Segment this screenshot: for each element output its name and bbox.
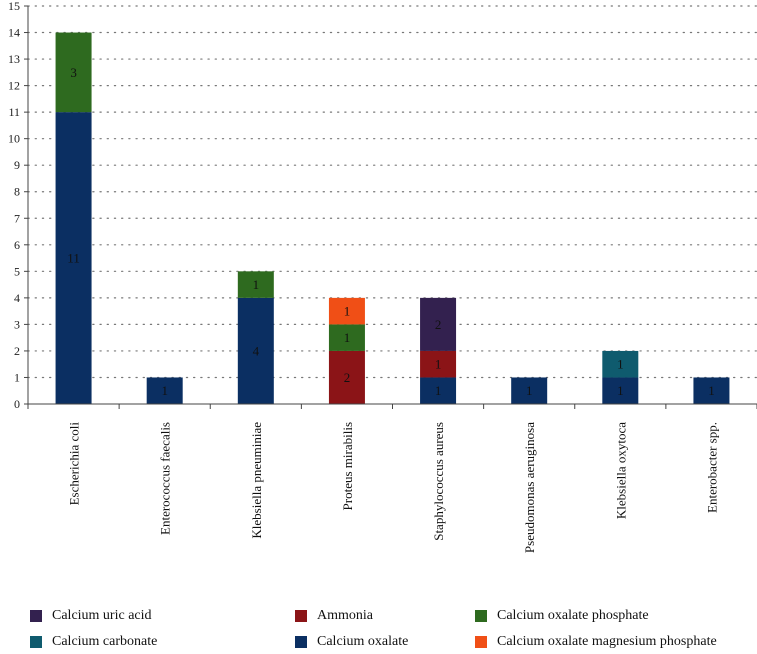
x-category-label: Enterococcus faecalis (158, 422, 173, 535)
legend-swatch (295, 636, 307, 648)
legend-label: Calcium oxalate (317, 634, 409, 649)
legend-item-ammonia: Ammonia (295, 608, 373, 624)
bar-segment (328, 350, 365, 404)
bar-segment (602, 350, 639, 378)
y-tick-label: 10 (8, 132, 20, 146)
y-tick-label: 13 (8, 52, 20, 66)
y-tick-label: 7 (14, 211, 20, 225)
bar-segment (328, 324, 365, 351)
y-tick-label: 0 (14, 397, 20, 411)
y-tick-label: 5 (14, 264, 20, 278)
legend-item-calcium-uric-acid: Calcium uric acid (30, 608, 152, 624)
y-tick-label: 14 (8, 26, 20, 40)
legend-label: Calcium oxalate magnesium phosphate (497, 634, 717, 649)
bar-segment (237, 297, 274, 404)
bar-segment (420, 297, 457, 351)
x-category-label: Klebsiella pneuminiae (249, 422, 264, 539)
legend-item-calcium-oxalate: Calcium oxalate (295, 634, 408, 650)
x-category-labels: Escherichia coli Enterococcus faecalis Kle… (67, 422, 720, 553)
data-label: 1 (161, 383, 168, 398)
bar-segment (55, 112, 92, 404)
x-category-label: Proteus mirabilis (340, 422, 355, 510)
y-tick-label: 8 (14, 185, 20, 199)
data-label: 1 (344, 330, 351, 345)
bar-segment (328, 297, 365, 325)
data-label: 1 (435, 357, 442, 372)
bar-segment (420, 350, 457, 378)
bar-segment (237, 271, 274, 298)
legend-label: Calcium carbonate (52, 634, 158, 649)
legend-swatch (475, 610, 487, 622)
legend-label: Ammonia (317, 608, 373, 623)
y-tick-label: 15 (8, 0, 20, 13)
data-label: 1 (344, 304, 351, 319)
y-tick-label: 1 (14, 370, 20, 384)
y-tick-label: 12 (8, 79, 20, 93)
legend-swatch (475, 636, 487, 648)
gridlines (27, 5, 757, 379)
x-category-label: Pseudomonas aeruginosa (522, 422, 537, 553)
data-label: 1 (253, 277, 260, 292)
bar-segment (511, 377, 548, 404)
y-tick-label: 6 (14, 238, 20, 252)
data-label: 2 (435, 317, 442, 332)
y-tick-label: 2 (14, 344, 20, 358)
data-label: 1 (617, 383, 624, 398)
legend-label: Calcium oxalate phosphate (497, 608, 649, 623)
y-tick-label: 11 (8, 105, 20, 119)
legend: Calcium uric acid Ammonia Calcium oxalat… (0, 600, 757, 654)
legend-item-calcium-carbonate: Calcium carbonate (30, 634, 157, 650)
data-label: 1 (435, 383, 442, 398)
y-tick-label: 4 (14, 291, 20, 305)
x-category-label: Klebsiella oxytoca (613, 422, 628, 519)
data-label: 1 (526, 383, 533, 398)
y-tick-label: 3 (14, 317, 20, 331)
data-label: 3 (70, 65, 77, 80)
x-category-label: Enterobacter spp. (704, 422, 719, 513)
legend-item-calcium-oxalate-magnesium-phosphate: Calcium oxalate magnesium phosphate (475, 634, 717, 650)
legend-swatch (295, 610, 307, 622)
x-category-label: Staphylococcus aureus (431, 422, 446, 541)
data-label: 1 (617, 357, 624, 372)
data-label: 2 (344, 370, 351, 385)
bar-segments (55, 32, 730, 404)
legend-swatch (30, 610, 42, 622)
bar-segment (55, 32, 92, 113)
legend-swatch (30, 636, 42, 648)
bar-segment (693, 377, 730, 404)
bar-segment (602, 377, 639, 404)
data-label: 4 (253, 343, 260, 358)
legend-label: Calcium uric acid (52, 608, 152, 623)
y-tick-label: 9 (14, 158, 20, 172)
bar-segment (146, 377, 183, 404)
legend-item-calcium-oxalate-phosphate: Calcium oxalate phosphate (475, 608, 649, 624)
x-category-label: Escherichia coli (67, 422, 82, 506)
data-label: 1 (708, 383, 715, 398)
data-label: 11 (67, 251, 80, 266)
axes (24, 5, 757, 409)
bar-segment (420, 377, 457, 404)
